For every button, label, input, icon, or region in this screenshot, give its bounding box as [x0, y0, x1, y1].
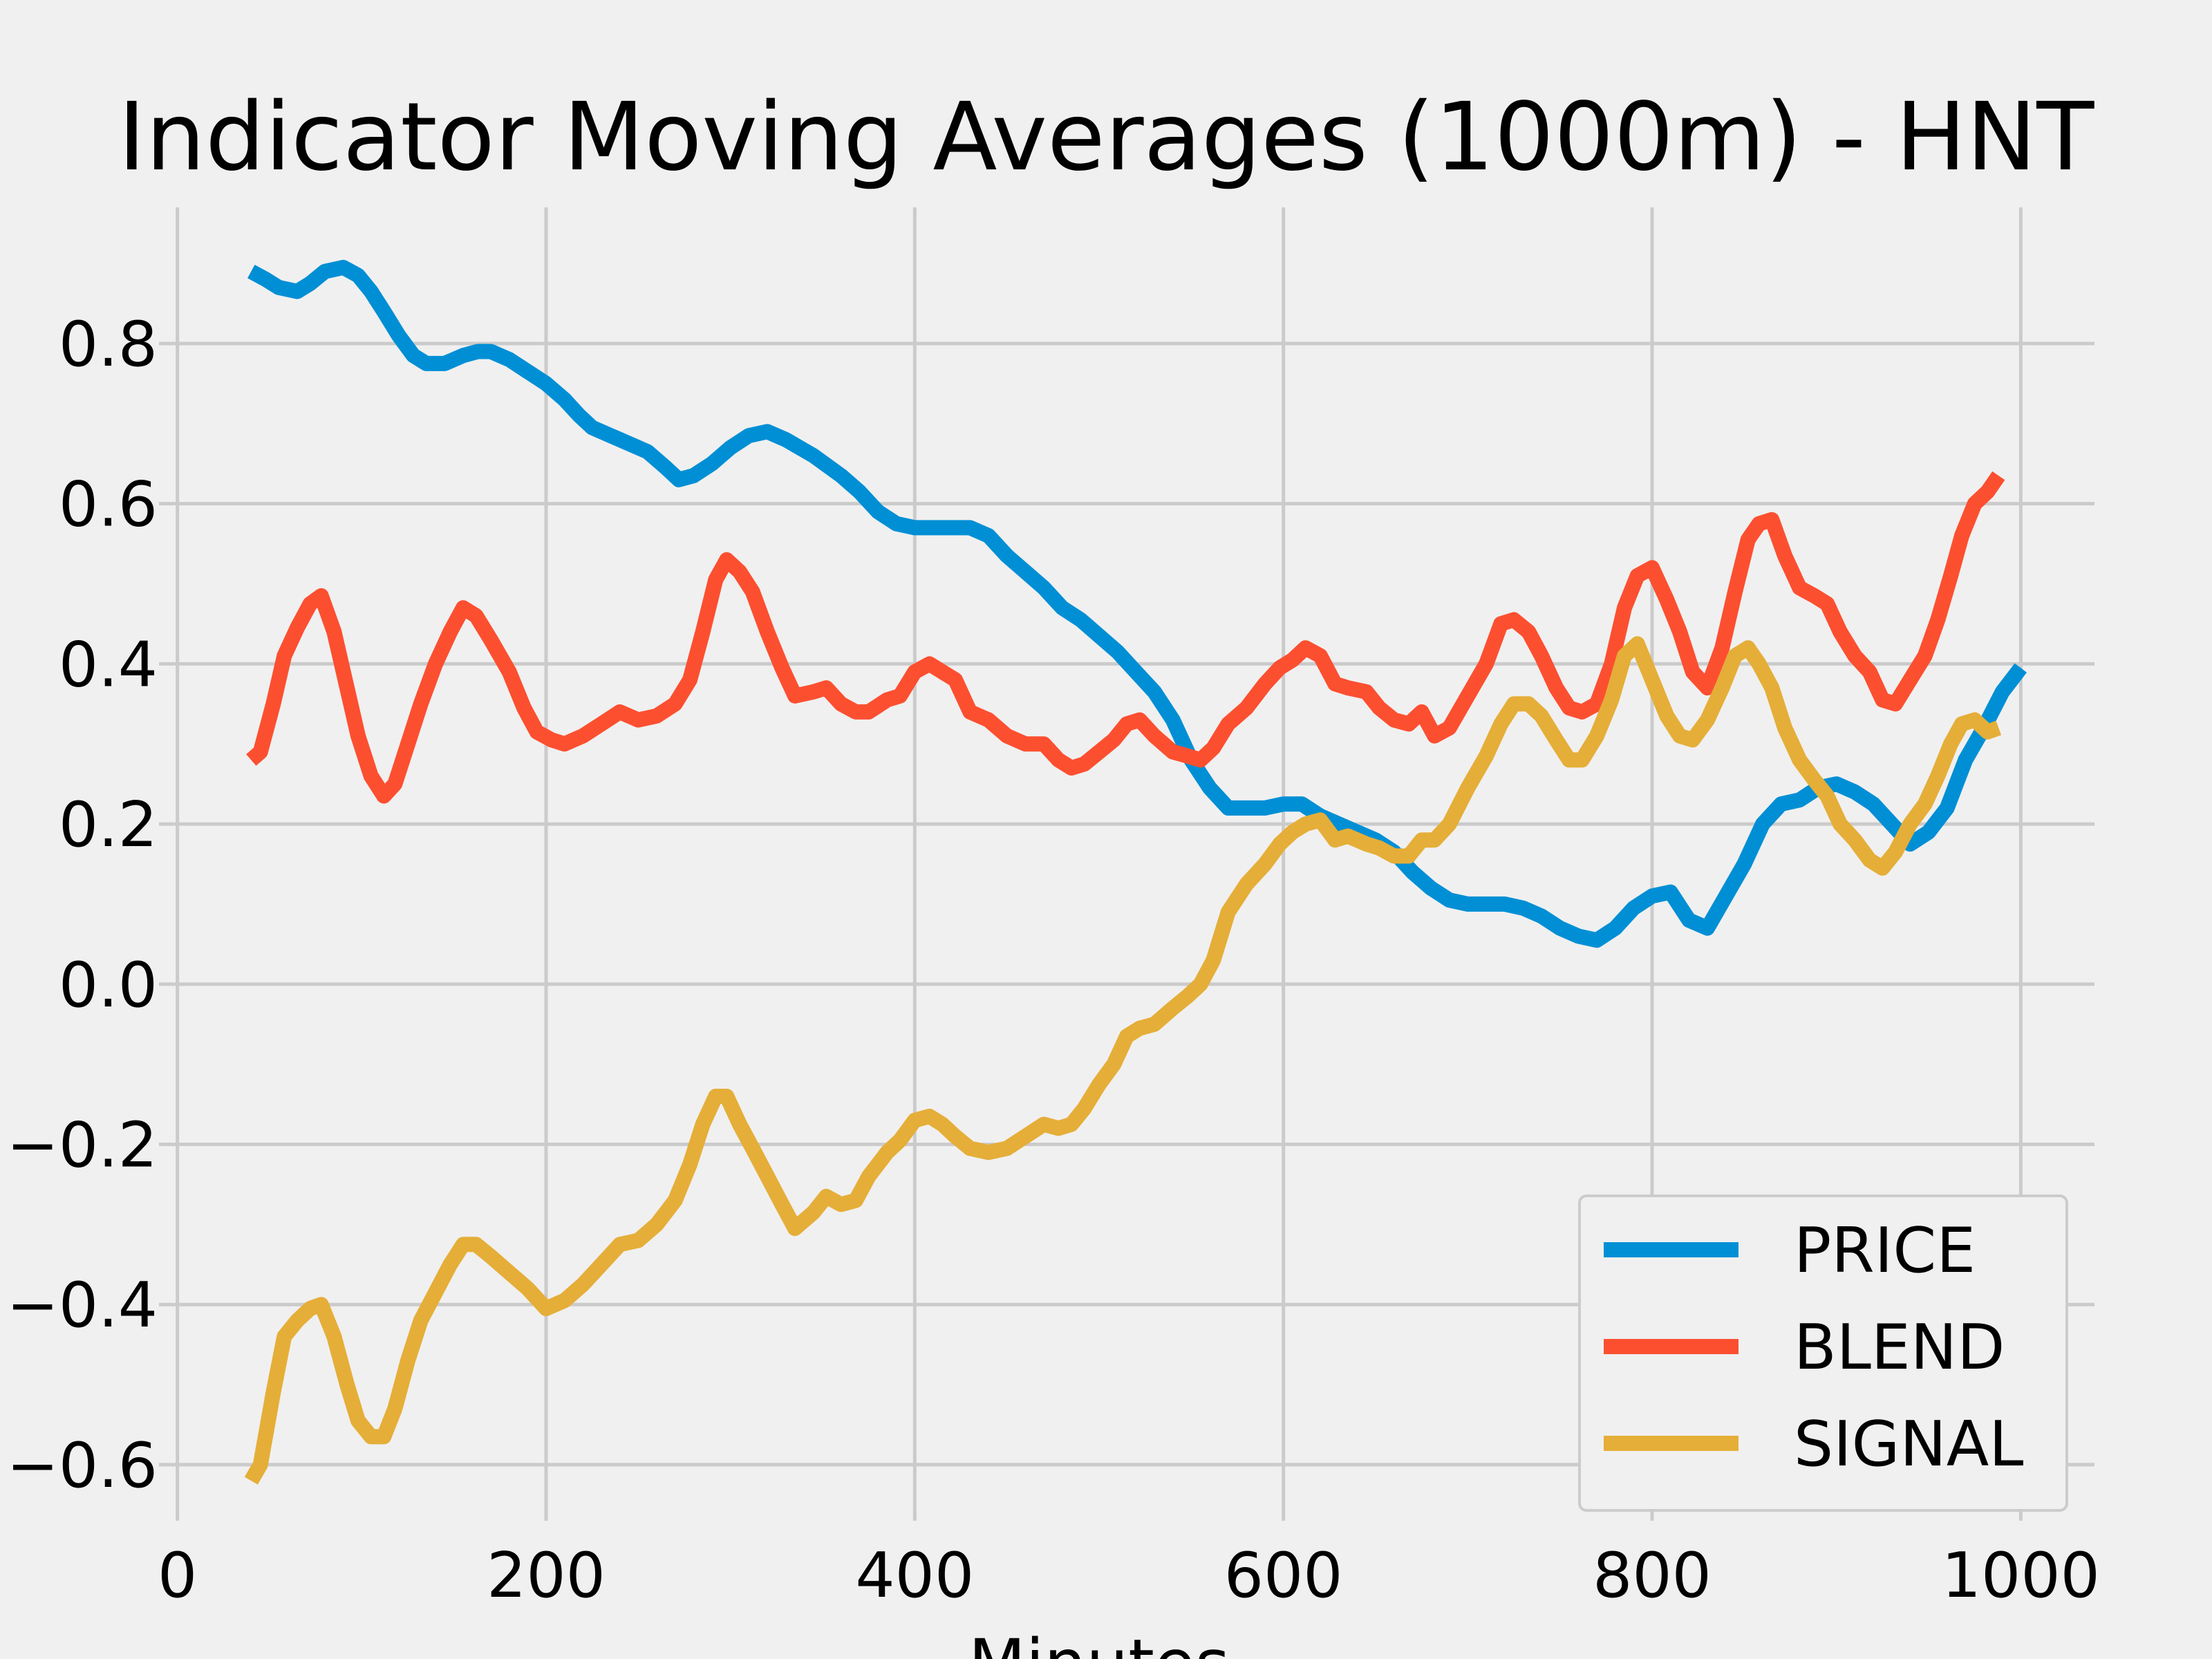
chart-title: Indicator Moving Averages (1000m) - HNT	[118, 83, 2095, 192]
y-tick-label: 0.0	[59, 949, 158, 1022]
series-line-signal	[244, 636, 2002, 1485]
legend: PRICE BLEND SIGNAL	[1578, 1194, 2068, 1512]
y-tick-label: 0.6	[59, 469, 158, 541]
legend-label-signal: SIGNAL	[1794, 1408, 2023, 1481]
series-line-price	[247, 259, 2027, 948]
y-tick-labels: −0.6 −0.4 −0.2 0.0 0.2 0.4 0.6 0.8	[6, 308, 158, 1502]
legend-label-price: PRICE	[1794, 1215, 1976, 1287]
y-tick-label: 0.4	[59, 628, 158, 701]
y-tick-label: 0.8	[59, 308, 158, 381]
x-tick-labels: 0 200 400 600 800 1000	[158, 1539, 2100, 1612]
x-tick-label: 0	[158, 1539, 197, 1612]
x-tick-label: 200	[487, 1539, 606, 1612]
x-tick-label: 400	[855, 1539, 974, 1612]
x-axis-label: Minutes	[968, 1625, 1230, 1659]
y-tick-label: −0.2	[6, 1109, 158, 1181]
x-tick-label: 600	[1224, 1539, 1343, 1612]
legend-label-blend: BLEND	[1794, 1311, 2005, 1384]
y-tick-label: −0.4	[6, 1269, 158, 1342]
x-tick-label: 800	[1593, 1539, 1712, 1612]
x-tick-label: 1000	[1942, 1539, 2100, 1612]
y-tick-label: −0.6	[6, 1430, 158, 1502]
y-tick-label: 0.2	[59, 789, 158, 861]
series-lines	[244, 259, 2027, 1485]
legend-box	[1578, 1194, 2068, 1512]
series-line-blend	[246, 471, 2005, 804]
